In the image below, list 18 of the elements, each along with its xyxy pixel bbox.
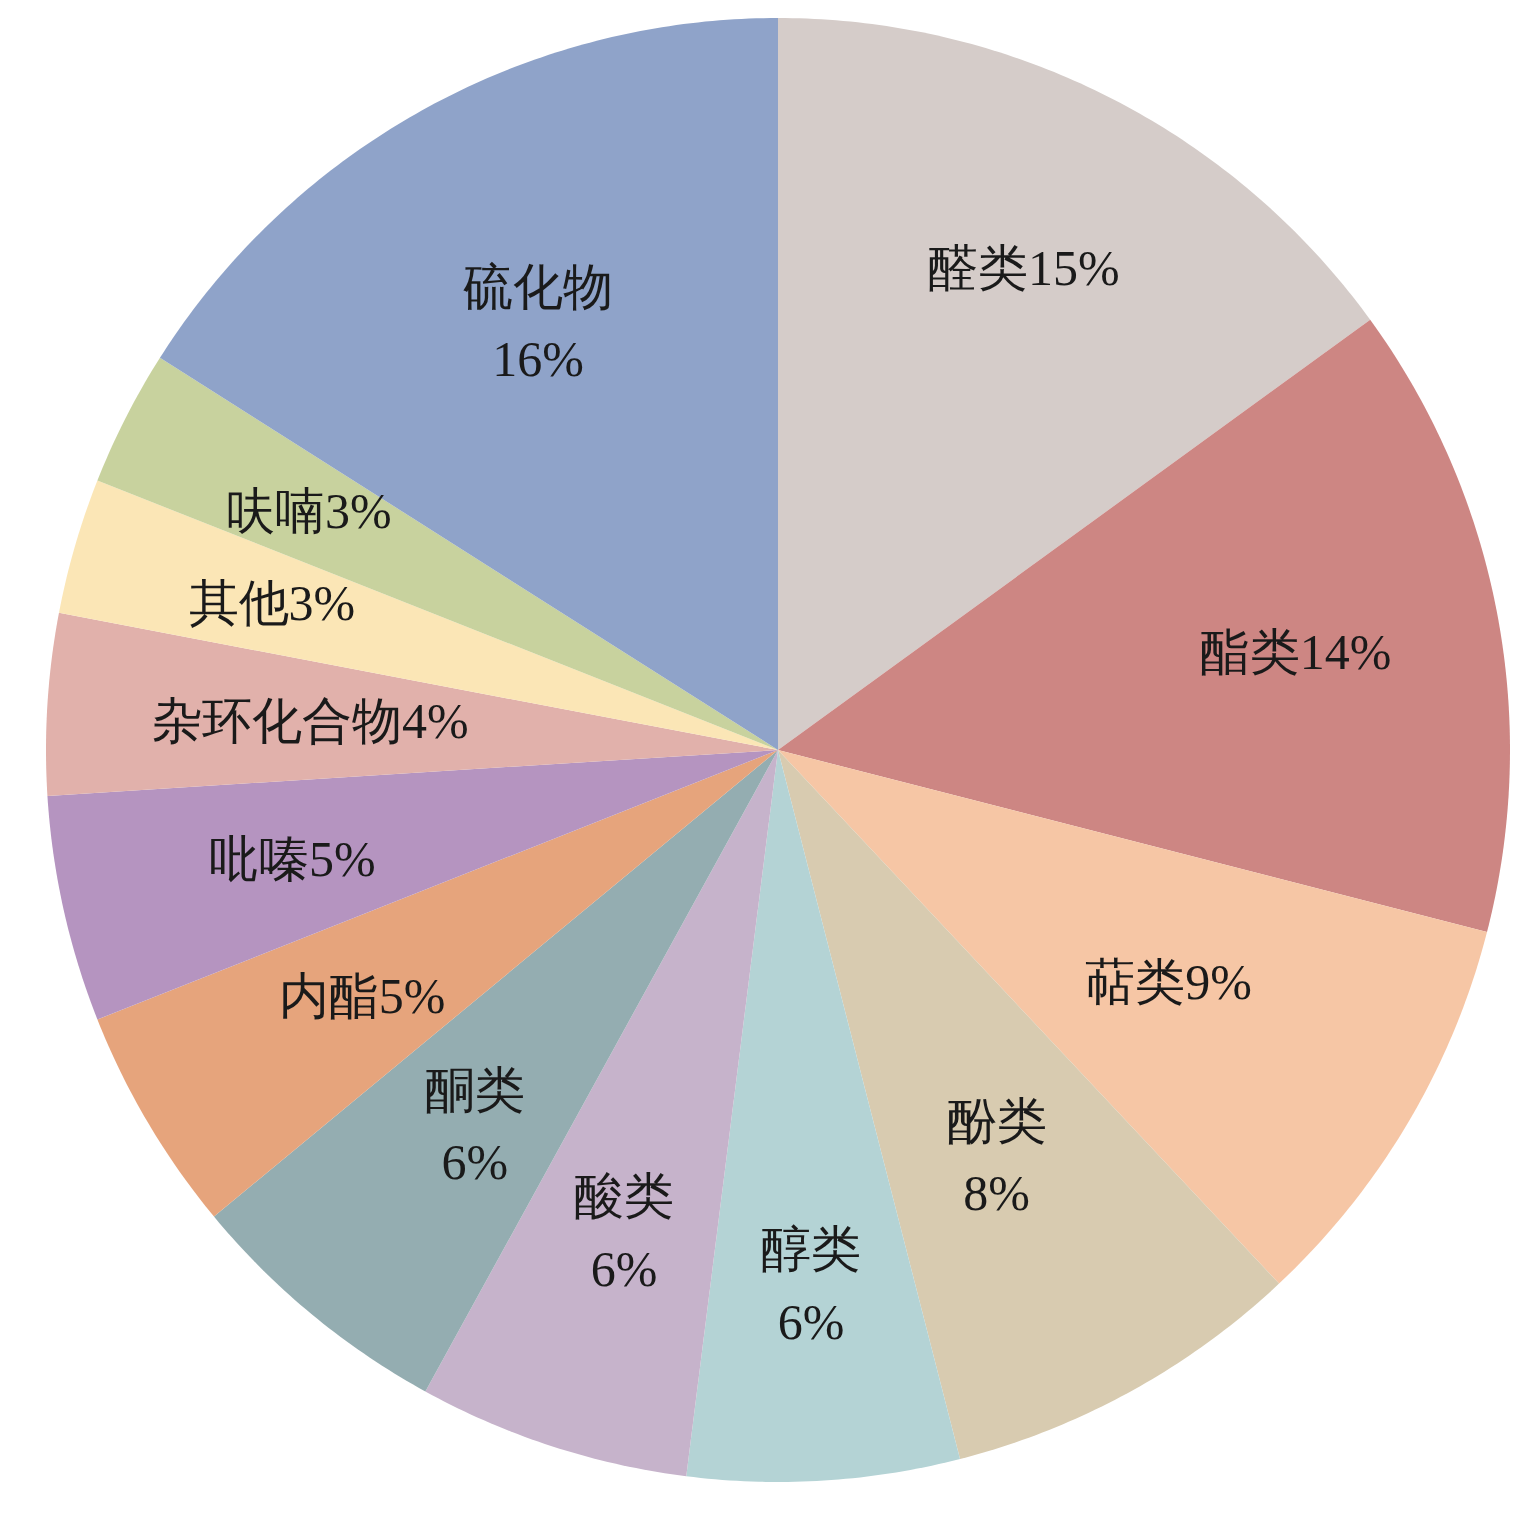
slice-label: 醇类 bbox=[761, 1221, 862, 1277]
slice-label: 吡嗪5% bbox=[208, 831, 376, 888]
slice-label: 内酯5% bbox=[278, 968, 446, 1025]
slice-label: 硫化物 bbox=[463, 258, 614, 315]
data-label: 6% bbox=[441, 1134, 509, 1191]
slice-label: 酯类14% bbox=[1199, 623, 1392, 680]
data-label: 6% bbox=[590, 1240, 658, 1297]
slice-label: 萜类9% bbox=[1085, 953, 1252, 1010]
slice-label: 酮类 bbox=[424, 1061, 525, 1118]
slice-label: 酸类 bbox=[574, 1168, 675, 1225]
data-label: 16% bbox=[492, 331, 585, 388]
slice-label: 杂环化合物4% bbox=[152, 693, 469, 750]
slice-label: 其他3% bbox=[188, 575, 356, 632]
slice-label: 呋喃3% bbox=[225, 483, 392, 540]
slice-label: 酚类 bbox=[946, 1092, 1047, 1149]
data-label: 8% bbox=[963, 1165, 1030, 1222]
slice-label: 醛类15% bbox=[928, 239, 1120, 296]
data-label: 6% bbox=[777, 1293, 845, 1350]
